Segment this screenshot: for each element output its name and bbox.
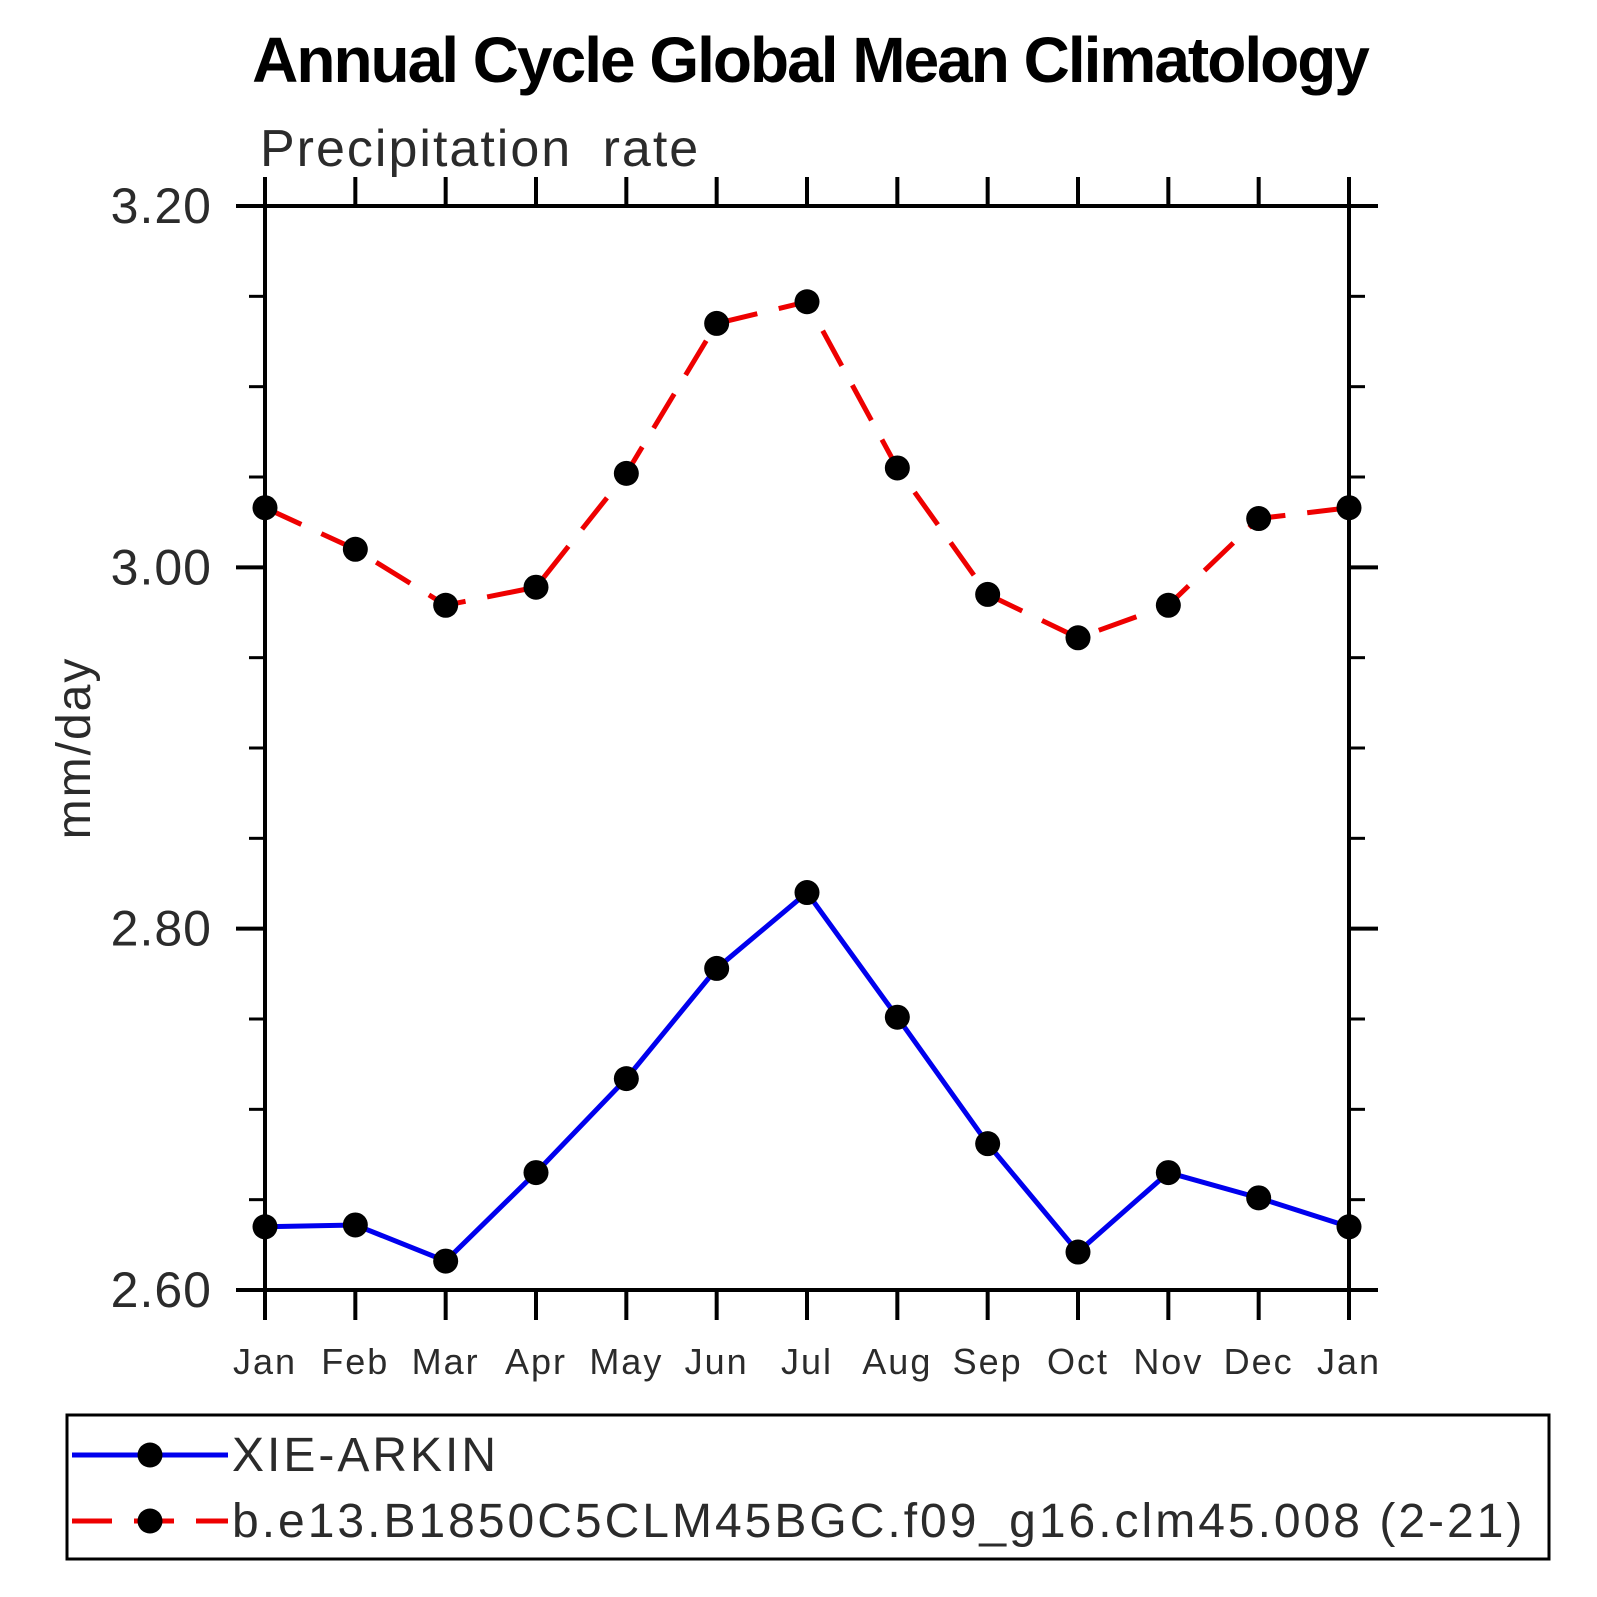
y-tick-label: 2.80 (111, 901, 212, 957)
y-tick-label: 3.20 (111, 178, 212, 234)
chart-subtitle: Precipitation rate (260, 120, 700, 178)
legend-swatch-marker (137, 1508, 163, 1534)
legend-item-label: XIE-ARKIN (232, 1429, 499, 1482)
y-axis-labels: 2.60 2.80 3.00 3.20 (111, 178, 212, 1318)
data-point-marker (1065, 625, 1091, 651)
data-point-marker (1336, 1214, 1362, 1240)
series-line-1 (263, 298, 1350, 641)
y-axis-title: mm/day (48, 657, 101, 840)
data-point-marker (794, 289, 820, 315)
x-tick-label: Oct (1047, 1341, 1109, 1382)
x-tick-label: May (589, 1341, 663, 1382)
data-point-marker (1155, 592, 1181, 618)
data-point-marker (884, 1004, 910, 1030)
x-tick-label: Aug (862, 1341, 932, 1382)
x-tick-label: Feb (321, 1341, 389, 1382)
legend-swatch-marker (137, 1442, 163, 1468)
data-point-marker (1246, 1185, 1272, 1211)
data-point-marker (794, 880, 820, 906)
data-point-marker (704, 310, 730, 336)
x-tick-label: Sep (953, 1341, 1023, 1382)
data-point-marker (342, 1212, 368, 1238)
data-point-marker (975, 1131, 1001, 1157)
x-tick-label: Dec (1224, 1341, 1294, 1382)
data-point-marker (975, 581, 1001, 607)
data-point-marker (433, 592, 459, 618)
x-axis-ticks (263, 177, 1351, 1320)
x-tick-label: Mar (412, 1341, 480, 1382)
data-point-marker (433, 1248, 459, 1274)
plot-frame (263, 204, 1351, 1292)
data-point-marker (252, 495, 278, 521)
data-point-marker (523, 574, 549, 600)
chart-title: Annual Cycle Global Mean Climatology (252, 24, 1370, 96)
data-point-marker (1336, 495, 1362, 521)
data-point-marker (613, 1066, 639, 1092)
data-point-marker (342, 536, 368, 562)
data-point-marker (1065, 1239, 1091, 1265)
x-tick-label: Apr (505, 1341, 567, 1382)
legend: XIE-ARKIN b.e13.B1850C5CLM45BGC.f09_g16.c… (72, 1429, 1525, 1548)
series-line-0 (264, 888, 1350, 1265)
x-tick-label: Jan (233, 1341, 297, 1382)
data-point-marker (523, 1160, 549, 1186)
series-area (252, 289, 1362, 1274)
data-point-marker (704, 955, 730, 981)
data-point-marker (884, 455, 910, 481)
y-tick-label: 2.60 (111, 1262, 212, 1318)
x-tick-label: Jan (1317, 1341, 1381, 1382)
data-point-marker (1246, 506, 1272, 532)
data-point-marker (252, 1214, 278, 1240)
x-axis-labels: Jan Feb Mar Apr May Jun Jul Aug Sep Oct Nov Dec Jan (233, 1341, 1381, 1382)
data-point-marker (613, 460, 639, 486)
y-tick-label: 3.00 (111, 539, 212, 595)
legend-box (65, 1413, 1551, 1561)
x-tick-label: Nov (1133, 1341, 1203, 1382)
x-tick-label: Jun (685, 1341, 749, 1382)
y-axis-ticks (236, 204, 1378, 1292)
legend-item-label: b.e13.B1850C5CLM45BGC.f09_g16.clm45.008 … (232, 1495, 1525, 1548)
x-tick-label: Jul (781, 1341, 833, 1382)
data-point-marker (1155, 1160, 1181, 1186)
